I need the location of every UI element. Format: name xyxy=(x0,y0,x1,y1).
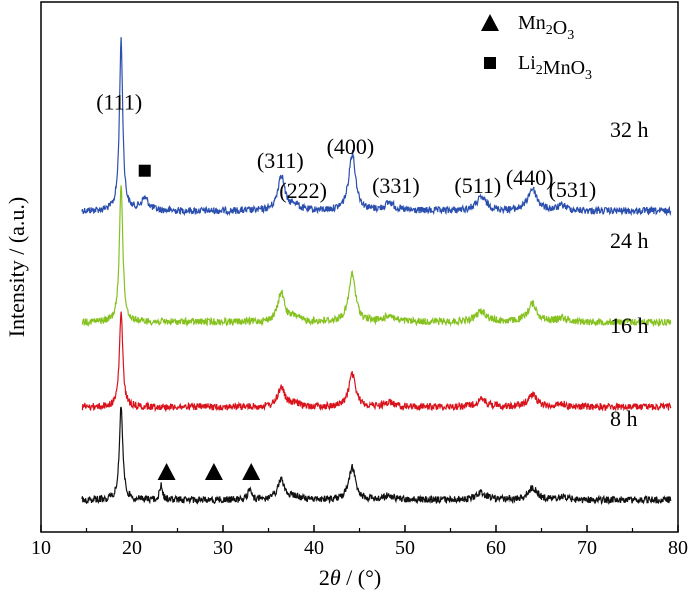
series-line-24-h xyxy=(81,185,672,328)
mn2o3-marker-1 xyxy=(157,463,176,480)
legend-square-icon xyxy=(484,57,496,69)
legend-label-1: Li2MnO3 xyxy=(518,52,592,83)
x-tick-label-20: 20 xyxy=(122,537,142,559)
peak-label-400: (400) xyxy=(327,134,375,159)
x-axis-ticks: 10 20 30 40 50 60 70 80 xyxy=(31,525,688,559)
series-label-24-h: 24 h xyxy=(610,228,649,253)
x-tick-label-30: 30 xyxy=(213,537,233,559)
legend-triangle-icon xyxy=(481,14,499,31)
series-label-16-h: 16 h xyxy=(610,313,649,338)
series-label-8-h: 8 h xyxy=(610,406,638,431)
x-tick-label-50: 50 xyxy=(395,537,415,559)
peak-label-222: (222) xyxy=(279,178,327,203)
peak-label-111: (111) xyxy=(96,89,142,114)
series-traces xyxy=(81,37,672,506)
peak-label-511: (511) xyxy=(454,173,501,198)
mn2o3-marker-2 xyxy=(204,463,223,480)
series-label-32-h: 32 h xyxy=(610,117,649,142)
li2mno3-marker xyxy=(138,164,151,177)
series-line-32-h xyxy=(81,37,672,217)
legend-label-0: Mn2O3 xyxy=(518,12,574,43)
x-tick-label-70: 70 xyxy=(577,537,597,559)
phase-markers xyxy=(138,164,261,480)
peak-label-311: (311) xyxy=(257,148,304,173)
peak-labels: (111) (311) (222)(400) (331) (511) (440)(531) xyxy=(96,89,596,202)
y-axis-title: Intensity / (a.u.) xyxy=(4,197,29,338)
x-tick-label-40: 40 xyxy=(304,537,324,559)
series-line-16-h xyxy=(81,311,672,413)
peak-label-331: (331) xyxy=(372,173,420,198)
series-labels: 32 h 24 h 16 h 8 h xyxy=(610,117,649,431)
plot-frame xyxy=(40,1,679,533)
x-tick-label-10: 10 xyxy=(31,537,51,559)
mn2o3-marker-3 xyxy=(242,463,261,480)
peak-label-440: (440) xyxy=(506,165,554,190)
x-tick-label-80: 80 xyxy=(668,537,688,559)
legend: Mn2O3 Li2MnO3 xyxy=(481,12,592,83)
x-tick-label-60: 60 xyxy=(486,537,506,559)
series-line-8-h xyxy=(81,406,672,506)
x-axis-title: 2θ / (°) xyxy=(319,565,381,590)
peak-label-531: (531) xyxy=(549,177,597,202)
